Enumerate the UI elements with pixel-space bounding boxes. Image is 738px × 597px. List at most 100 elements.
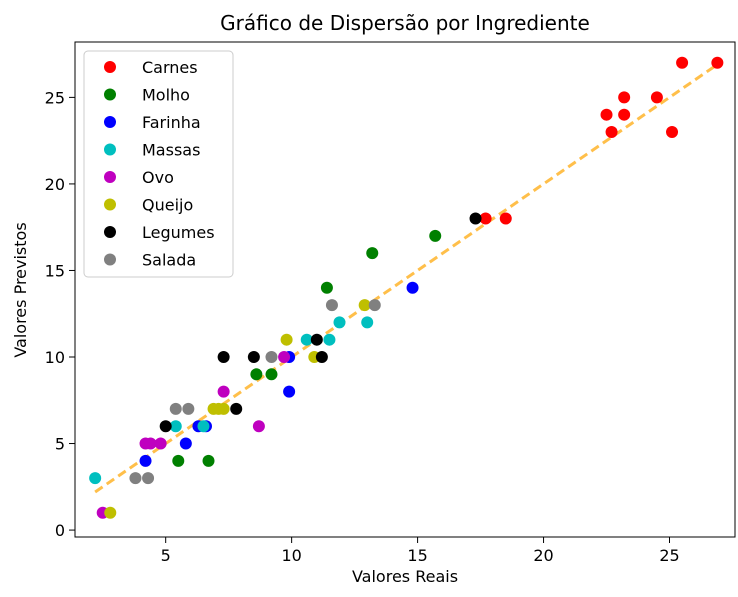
data-point xyxy=(711,56,724,69)
legend-item: Massas xyxy=(104,141,200,160)
data-point xyxy=(479,212,492,225)
legend-item: Ovo xyxy=(104,168,174,187)
series-ovo xyxy=(96,351,291,519)
data-point xyxy=(247,351,260,363)
data-point xyxy=(605,126,618,138)
data-point xyxy=(217,402,230,415)
data-point xyxy=(358,299,371,312)
legend-marker xyxy=(104,116,116,128)
legend-label: Carnes xyxy=(142,58,198,77)
data-point xyxy=(600,108,613,121)
data-point xyxy=(300,333,313,346)
data-point xyxy=(320,281,333,294)
legend-marker xyxy=(104,198,116,211)
data-point xyxy=(618,108,631,121)
data-point xyxy=(154,437,167,450)
data-point xyxy=(265,368,278,381)
x-tick-label: 10 xyxy=(281,546,301,565)
chart-title: Gráfico de Dispersão por Ingrediente xyxy=(220,11,590,35)
data-point xyxy=(202,454,215,467)
y-tick-label: 0 xyxy=(55,521,65,540)
data-point xyxy=(172,454,185,467)
legend-box xyxy=(83,50,234,278)
data-point xyxy=(325,299,338,312)
y-tick-label: 15 xyxy=(45,261,65,280)
data-point xyxy=(315,351,328,363)
y-axis: 0 5 10 15 20 25 xyxy=(45,88,75,540)
data-point xyxy=(368,299,381,312)
data-point xyxy=(250,368,263,381)
data-point xyxy=(142,472,155,485)
series-queijo xyxy=(104,299,371,519)
data-point xyxy=(333,316,346,329)
legend-label: Queijo xyxy=(142,196,193,215)
data-point xyxy=(469,212,482,225)
y-tick-label: 20 xyxy=(45,175,65,194)
data-point xyxy=(650,91,663,104)
x-tick-label: 25 xyxy=(659,546,679,565)
legend-item: Farinha xyxy=(104,113,201,132)
data-point xyxy=(618,91,631,104)
legend: Carnes Molho Farinha Massas Ovo Queijo Legumes… xyxy=(83,50,234,278)
data-point xyxy=(217,351,230,363)
legend-label: Farinha xyxy=(142,113,201,132)
x-tick-label: 5 xyxy=(161,546,171,565)
data-point xyxy=(666,126,679,138)
series-massas xyxy=(89,316,374,485)
legend-label: Ovo xyxy=(142,168,174,187)
data-point xyxy=(169,420,182,433)
data-point xyxy=(217,385,230,398)
data-point xyxy=(89,472,102,485)
data-point xyxy=(429,229,442,242)
series-legumes xyxy=(159,212,482,433)
data-point xyxy=(144,437,157,450)
data-point xyxy=(283,385,296,398)
legend-item: Salada xyxy=(104,251,196,270)
data-point xyxy=(676,56,689,69)
y-axis-label: Valores Previstos xyxy=(11,222,30,357)
legend-marker xyxy=(104,143,116,156)
y-tick-label: 10 xyxy=(45,348,65,367)
legend-marker xyxy=(104,171,116,183)
data-point xyxy=(278,351,291,363)
data-point xyxy=(169,402,182,415)
data-point xyxy=(323,333,336,346)
data-point xyxy=(310,333,323,346)
data-points xyxy=(89,56,724,519)
data-point xyxy=(197,420,210,433)
x-axis-label: Valores Reais xyxy=(352,567,458,586)
y-tick-label: 25 xyxy=(45,88,65,107)
data-point xyxy=(361,316,374,329)
legend-item: Molho xyxy=(104,86,190,105)
legend-label: Legumes xyxy=(142,223,215,242)
x-axis: 5 10 15 20 25 xyxy=(161,537,680,565)
data-point xyxy=(252,420,265,433)
legend-label: Massas xyxy=(142,141,200,160)
data-point xyxy=(280,333,293,346)
series-molho xyxy=(172,229,442,467)
data-point xyxy=(129,472,142,485)
data-point xyxy=(159,420,172,433)
data-point xyxy=(182,402,195,415)
y-tick-label: 5 xyxy=(55,435,65,454)
x-tick-label: 15 xyxy=(407,546,427,565)
legend-item: Legumes xyxy=(104,223,215,242)
data-point xyxy=(366,247,379,260)
legend-marker xyxy=(104,253,116,266)
legend-label: Molho xyxy=(142,86,190,105)
data-point xyxy=(139,454,152,467)
legend-marker xyxy=(104,61,116,73)
data-point xyxy=(406,281,419,294)
legend-item: Queijo xyxy=(104,196,193,215)
legend-marker xyxy=(104,226,116,238)
data-point xyxy=(230,402,243,415)
series-salada xyxy=(129,299,381,485)
data-point xyxy=(179,437,192,450)
legend-marker xyxy=(104,88,116,101)
data-point xyxy=(104,506,117,519)
data-point xyxy=(265,351,278,363)
legend-item: Carnes xyxy=(104,58,198,77)
data-point xyxy=(499,212,512,225)
legend-label: Salada xyxy=(142,251,196,270)
